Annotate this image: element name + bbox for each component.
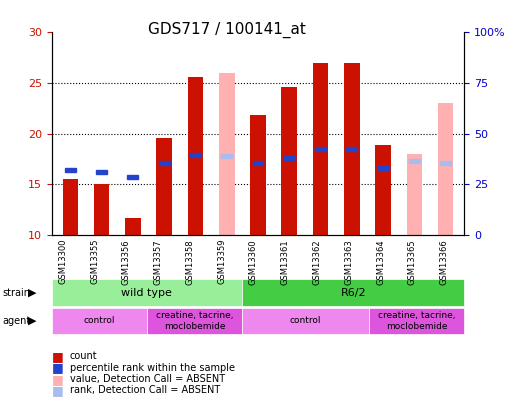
Bar: [94, 184, 109, 235]
Text: GSM13357: GSM13357: [154, 239, 163, 285]
Bar: [346, 147, 357, 151]
Text: creatine, tacrine,
moclobemide: creatine, tacrine, moclobemide: [378, 311, 456, 330]
Bar: [440, 161, 451, 165]
Text: ▶: ▶: [28, 288, 37, 298]
Bar: [281, 87, 297, 235]
Bar: [96, 171, 107, 174]
Text: GSM13363: GSM13363: [344, 239, 353, 285]
Text: value, Detection Call = ABSENT: value, Detection Call = ABSENT: [70, 374, 225, 384]
Bar: [438, 103, 454, 235]
Text: ■: ■: [52, 361, 63, 374]
Bar: [378, 166, 389, 170]
Bar: [252, 161, 264, 165]
Bar: [407, 154, 422, 235]
Bar: [125, 218, 141, 235]
Bar: [219, 73, 235, 235]
Bar: [315, 147, 326, 151]
Text: GSM13359: GSM13359: [217, 239, 226, 284]
Bar: [127, 175, 138, 179]
Bar: [188, 77, 203, 235]
Text: ■: ■: [52, 384, 63, 397]
Text: control: control: [290, 316, 321, 326]
Bar: [221, 154, 232, 158]
Text: ■: ■: [52, 350, 63, 363]
Text: ▶: ▶: [28, 316, 37, 326]
Text: rank, Detection Call = ABSENT: rank, Detection Call = ABSENT: [70, 386, 220, 395]
Text: ■: ■: [52, 373, 63, 386]
Bar: [250, 115, 266, 235]
Text: control: control: [84, 316, 115, 326]
Text: creatine, tacrine,
moclobemide: creatine, tacrine, moclobemide: [156, 311, 233, 330]
Bar: [156, 138, 172, 235]
Bar: [284, 156, 295, 160]
Text: agent: agent: [3, 316, 31, 326]
Text: count: count: [70, 352, 98, 361]
Text: GSM13366: GSM13366: [440, 239, 448, 285]
Text: strain: strain: [3, 288, 30, 298]
Text: GSM13358: GSM13358: [185, 239, 195, 285]
Text: GSM13356: GSM13356: [122, 239, 131, 285]
Text: GSM13355: GSM13355: [90, 239, 99, 284]
Text: GSM13361: GSM13361: [281, 239, 290, 285]
Bar: [159, 161, 170, 165]
Bar: [375, 145, 391, 235]
Bar: [409, 159, 420, 163]
Bar: [344, 63, 360, 235]
Text: GSM13300: GSM13300: [58, 239, 68, 284]
Text: GSM13360: GSM13360: [249, 239, 258, 285]
Text: wild type: wild type: [121, 288, 172, 298]
Text: GSM13362: GSM13362: [313, 239, 321, 285]
Text: GSM13365: GSM13365: [408, 239, 417, 285]
Text: R6/2: R6/2: [341, 288, 366, 298]
Bar: [65, 168, 76, 172]
Bar: [190, 153, 201, 157]
Bar: [313, 63, 328, 235]
Text: GSM13364: GSM13364: [376, 239, 385, 285]
Text: percentile rank within the sample: percentile rank within the sample: [70, 363, 235, 373]
Text: GDS717 / 100141_at: GDS717 / 100141_at: [148, 22, 306, 38]
Bar: [62, 179, 78, 235]
